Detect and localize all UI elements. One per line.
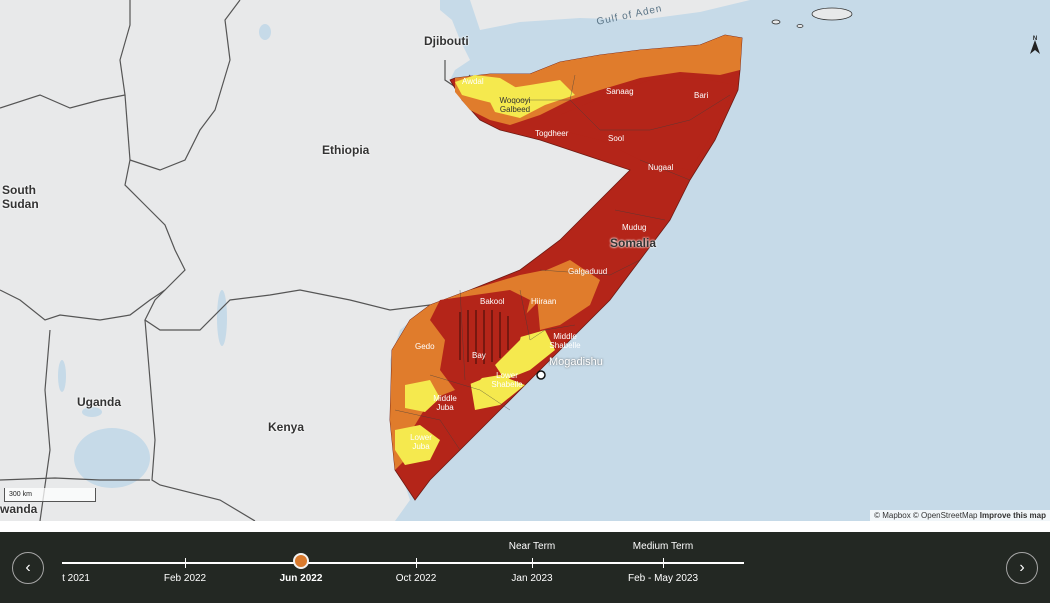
next-button[interactable]: › xyxy=(1006,552,1038,584)
timeline-label[interactable]: Jan 2023 xyxy=(511,573,553,584)
famine-hatch xyxy=(459,310,509,364)
timeline-bar: ‹ Near Term Medium Term t 2021 Feb 2022 … xyxy=(0,532,1050,603)
country-label-somalia: Somalia xyxy=(610,236,657,250)
region-label-lower-juba: Lower Juba xyxy=(410,433,432,451)
country-label-uganda: Uganda xyxy=(77,395,122,409)
region-label-hiiraan: Hiiraan xyxy=(531,297,557,306)
timeline-label-active[interactable]: Jun 2022 xyxy=(279,573,323,584)
timeline-thumb[interactable] xyxy=(293,553,309,569)
orange-south-east xyxy=(535,260,600,330)
map-attribution: © Mapbox © OpenStreetMap Improve this ma… xyxy=(870,510,1050,521)
red-north-core xyxy=(560,78,735,170)
country-label-south-sudan: South Sudan xyxy=(2,183,39,211)
timeline-track[interactable] xyxy=(62,562,744,564)
lake-turkana xyxy=(217,290,227,346)
region-boundaries xyxy=(394,74,731,451)
timeline-tick xyxy=(532,558,533,568)
timeline-label[interactable]: Feb 2022 xyxy=(163,573,207,584)
region-label-bakool: Bakool xyxy=(480,297,505,306)
timeline-tick xyxy=(185,558,186,568)
chevron-left-icon: ‹ xyxy=(25,559,31,576)
region-label-middle-juba: Middle Juba xyxy=(433,394,457,412)
chevron-right-icon: › xyxy=(1019,559,1025,576)
region-label-middle-shabelle: Middle Shabelle xyxy=(549,332,581,350)
lake-tana xyxy=(259,24,271,40)
country-label-kenya: Kenya xyxy=(268,420,305,434)
island-small-2 xyxy=(796,24,804,28)
yellow-lower-juba xyxy=(395,425,440,465)
map-svg xyxy=(0,0,1040,521)
region-label-sool: Sool xyxy=(608,134,625,143)
north-label: N xyxy=(1032,36,1038,42)
timeline-label[interactable]: t 2021 xyxy=(62,573,90,584)
red-bay-bakool xyxy=(430,290,530,390)
region-label-togdheer: Togdheer xyxy=(535,129,569,138)
region-label-nugaal: Nugaal xyxy=(648,163,674,172)
lake-victoria xyxy=(74,428,150,488)
country-label-rwanda: wanda xyxy=(0,502,38,516)
mogadishu-marker xyxy=(536,370,546,380)
lake-kyoga xyxy=(82,407,102,417)
timeline-label[interactable]: Feb - May 2023 xyxy=(627,573,699,584)
region-label-awdal: Awdal xyxy=(462,77,484,86)
region-label-woqooyi: Woqooyi Galbeed xyxy=(499,96,531,114)
north-arrow-icon xyxy=(1030,40,1040,54)
timeline-tick xyxy=(663,558,664,568)
island-socotra xyxy=(811,7,853,21)
region-label-mudug: Mudug xyxy=(622,223,647,232)
region-label-sanaag: Sanaag xyxy=(606,87,634,96)
arabia-land xyxy=(470,0,750,30)
timeline-label[interactable]: Oct 2022 xyxy=(395,573,437,584)
attribution-text: © Mapbox © OpenStreetMap xyxy=(874,511,978,520)
yellow-lower-shabelle xyxy=(470,375,525,410)
prev-button[interactable]: ‹ xyxy=(12,552,44,584)
map-canvas[interactable]: Djibouti Ethiopia South Sudan Somalia Ug… xyxy=(0,0,1050,521)
region-label-lower-shabelle: Lower Shabelle xyxy=(491,371,523,389)
region-label-gedo: Gedo xyxy=(415,342,435,351)
island-small-1 xyxy=(771,19,781,25)
scale-bar: 300 km xyxy=(4,488,96,502)
improve-map-link[interactable]: Improve this map xyxy=(979,511,1046,520)
country-label-djibouti: Djibouti xyxy=(424,34,469,48)
near-term-label: Near Term xyxy=(508,541,556,552)
capital-label-mogadishu: Mogadishu xyxy=(549,356,603,368)
region-label-bari: Bari xyxy=(694,91,709,100)
region-label-bay: Bay xyxy=(472,351,486,360)
region-label-galgaduud: Galgaduud xyxy=(568,267,608,276)
timeline-tick xyxy=(416,558,417,568)
country-label-ethiopia: Ethiopia xyxy=(322,143,370,157)
yellow-middle-juba xyxy=(405,380,440,412)
medium-term-label: Medium Term xyxy=(632,541,694,552)
yellow-woqooyi xyxy=(485,80,575,118)
lake-albert xyxy=(58,360,66,392)
land-mass xyxy=(0,0,630,521)
